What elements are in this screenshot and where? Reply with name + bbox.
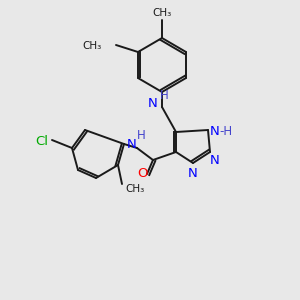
Text: N: N xyxy=(210,154,220,167)
Text: O: O xyxy=(138,167,148,180)
Text: CH₃: CH₃ xyxy=(152,8,172,18)
Text: N: N xyxy=(188,167,198,180)
Text: N: N xyxy=(148,97,158,110)
Text: CH₃: CH₃ xyxy=(125,184,144,194)
Text: H: H xyxy=(160,89,168,102)
Text: N: N xyxy=(210,125,220,138)
Text: CH₃: CH₃ xyxy=(83,41,102,51)
Text: Cl: Cl xyxy=(35,135,49,148)
Text: -H: -H xyxy=(219,125,232,138)
Text: N: N xyxy=(127,138,137,151)
Text: H: H xyxy=(136,129,146,142)
